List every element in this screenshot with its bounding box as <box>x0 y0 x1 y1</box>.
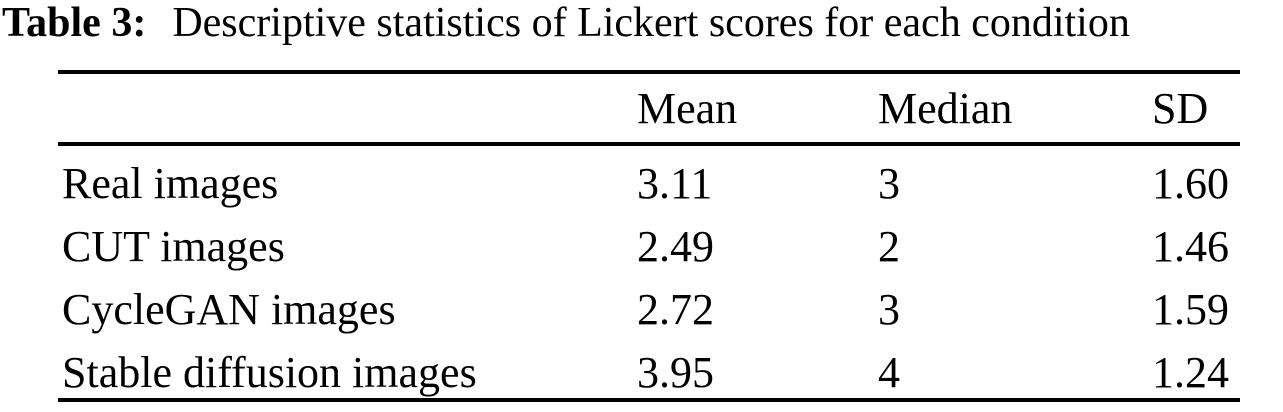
cell-condition: CUT images <box>62 222 285 271</box>
column-header-median: Median <box>878 72 1152 146</box>
column-header-sd: SD <box>1152 72 1240 146</box>
cell-condition: Real images <box>62 159 279 208</box>
cell-median: 3 <box>878 159 900 208</box>
column-header-condition <box>58 72 637 146</box>
cell-sd: 1.46 <box>1152 222 1229 271</box>
table-body: Real images 3.11 3 1.60 CUT images 2.49 2 1.46 C… <box>58 144 1240 400</box>
cell-mean: 3.95 <box>637 348 714 397</box>
stats-table-wrap: Mean Median SD Real images 3.11 3 1.60 CUT i… <box>58 70 1240 402</box>
table-row: Stable diffusion images 3.95 4 1.24 <box>58 335 1240 400</box>
table-row: CUT images 2.49 2 1.46 <box>58 209 1240 272</box>
cell-condition: CycleGAN images <box>62 285 396 334</box>
table-caption-text: Descriptive statistics of Lickert scores… <box>172 0 1130 46</box>
header-row: Mean Median SD <box>58 72 1240 146</box>
table-caption-label: Table 3: <box>2 0 147 46</box>
cell-mean: 3.11 <box>637 159 713 208</box>
table-row: CycleGAN images 2.72 3 1.59 <box>58 272 1240 335</box>
table-row: Real images 3.11 3 1.60 <box>58 144 1240 209</box>
stats-table: Mean Median SD Real images 3.11 3 1.60 CUT i… <box>58 70 1240 402</box>
column-header-mean: Mean <box>637 72 878 146</box>
cell-sd: 1.59 <box>1152 285 1229 334</box>
cell-sd: 1.24 <box>1152 348 1229 397</box>
cell-mean: 2.49 <box>637 222 714 271</box>
table-caption: Table 3: Descriptive statistics of Licker… <box>2 0 1130 48</box>
cell-median: 2 <box>878 222 900 271</box>
cell-sd: 1.60 <box>1152 159 1229 208</box>
cell-median: 3 <box>878 285 900 334</box>
cell-median: 4 <box>878 348 900 397</box>
cell-mean: 2.72 <box>637 285 714 334</box>
cell-condition: Stable diffusion images <box>62 348 477 397</box>
